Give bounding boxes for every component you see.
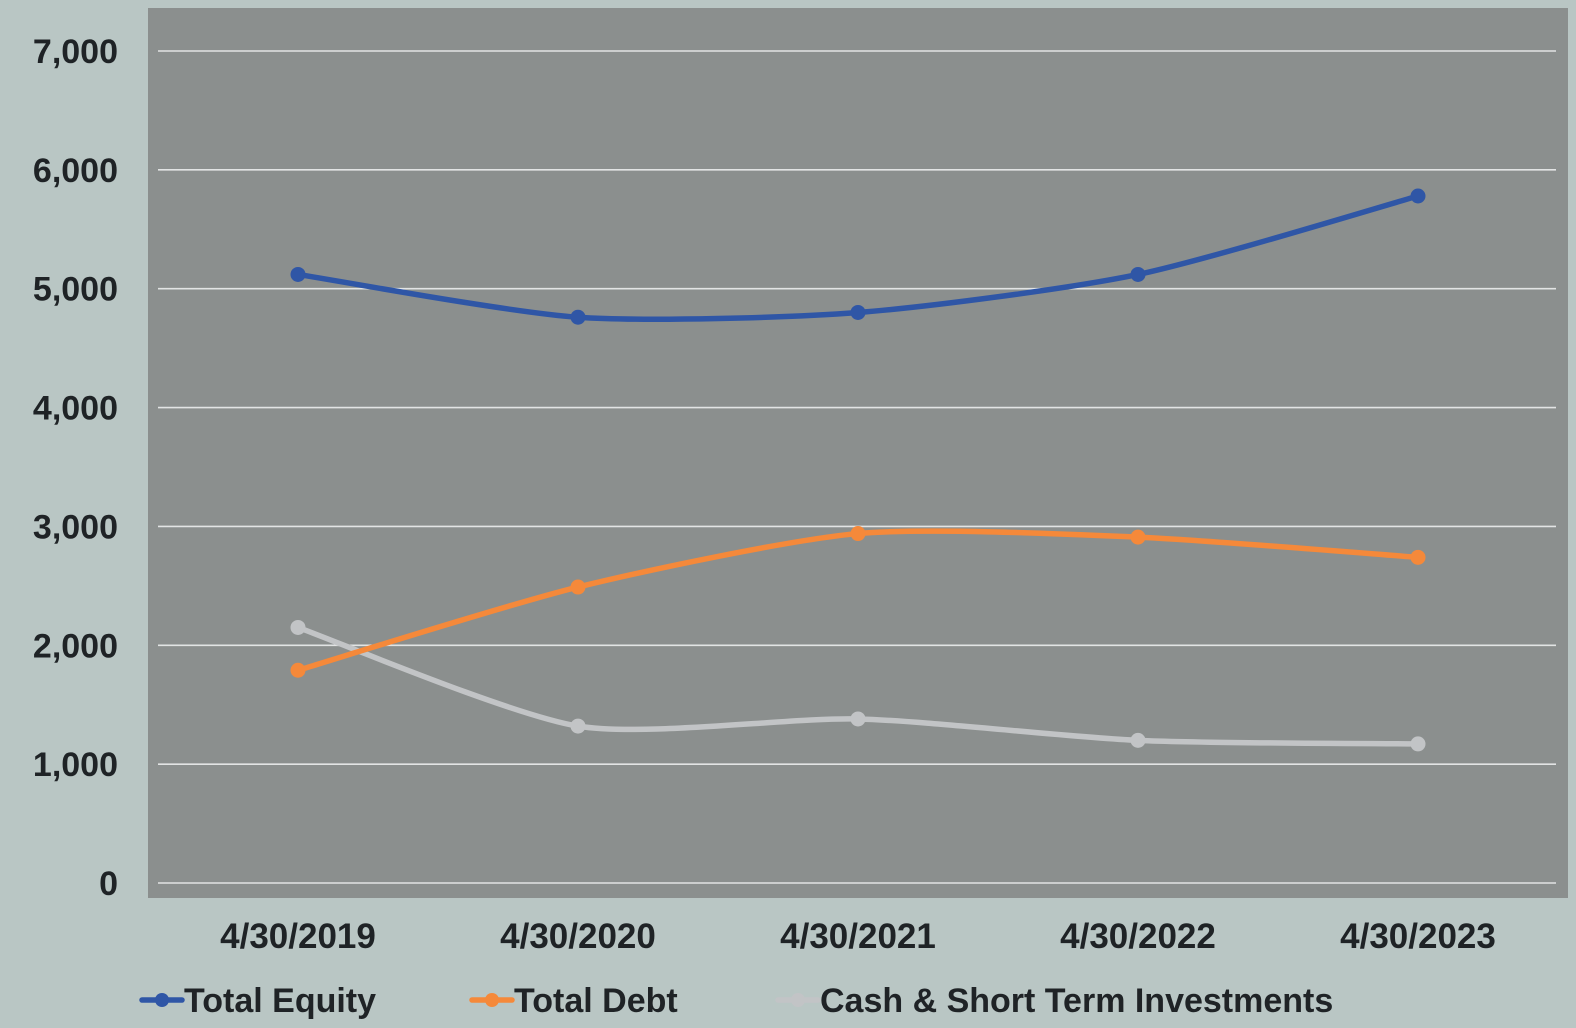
data-point [1130,732,1146,748]
data-point [290,619,306,635]
data-point [1410,549,1426,565]
y-axis-tick-labels: 0 1,000 2,000 3,000 4,000 5,000 6,000 7,000 [33,33,118,903]
legend-point-marker [791,993,805,1007]
legend-item: Total Equity [139,982,376,1020]
x-axis-tick-labels: 4/30/2019 4/30/2020 4/30/2021 4/30/2022 4/30… [220,917,1496,956]
legend-item: Total Debt [469,982,678,1020]
data-point [1130,266,1146,282]
data-point [1410,188,1426,204]
legend-label: Cash & Short Term Investments [820,982,1333,1020]
legend-label: Total Debt [514,982,678,1020]
y-tick-label: 5,000 [33,271,118,309]
y-tick-label: 3,000 [33,508,118,546]
x-tick-label: 4/30/2019 [220,917,376,956]
x-tick-label: 4/30/2020 [500,917,656,956]
data-point [290,266,306,282]
data-point [570,309,586,325]
legend-item: Cash & Short Term Investments [775,982,1333,1020]
y-tick-label: 2,000 [33,627,118,665]
y-tick-label: 1,000 [33,746,118,784]
data-point [1410,736,1426,752]
y-tick-label: 6,000 [33,152,118,190]
series-1 [290,526,1426,678]
data-point [570,579,586,595]
series-2 [290,619,1426,752]
x-tick-label: 4/30/2022 [1060,917,1216,956]
legend: Total Equity Total Debt Cash & Short Term … [139,982,1333,1020]
y-tick-label: 0 [99,865,118,903]
series-lines [290,188,1426,752]
y-tick-label: 7,000 [33,33,118,71]
data-point [850,304,866,320]
data-point [850,526,866,542]
data-point [1130,529,1146,545]
gridlines [158,50,1556,884]
legend-label: Total Equity [184,982,376,1020]
plot-area [148,8,1568,898]
data-point [570,718,586,734]
data-point [850,711,866,727]
data-point [290,662,306,678]
legend-point-marker [155,993,169,1007]
series-0 [290,188,1426,325]
y-tick-label: 4,000 [33,390,118,428]
legend-point-marker [485,993,499,1007]
x-tick-label: 4/30/2021 [780,917,936,956]
x-tick-label: 4/30/2023 [1340,917,1496,956]
